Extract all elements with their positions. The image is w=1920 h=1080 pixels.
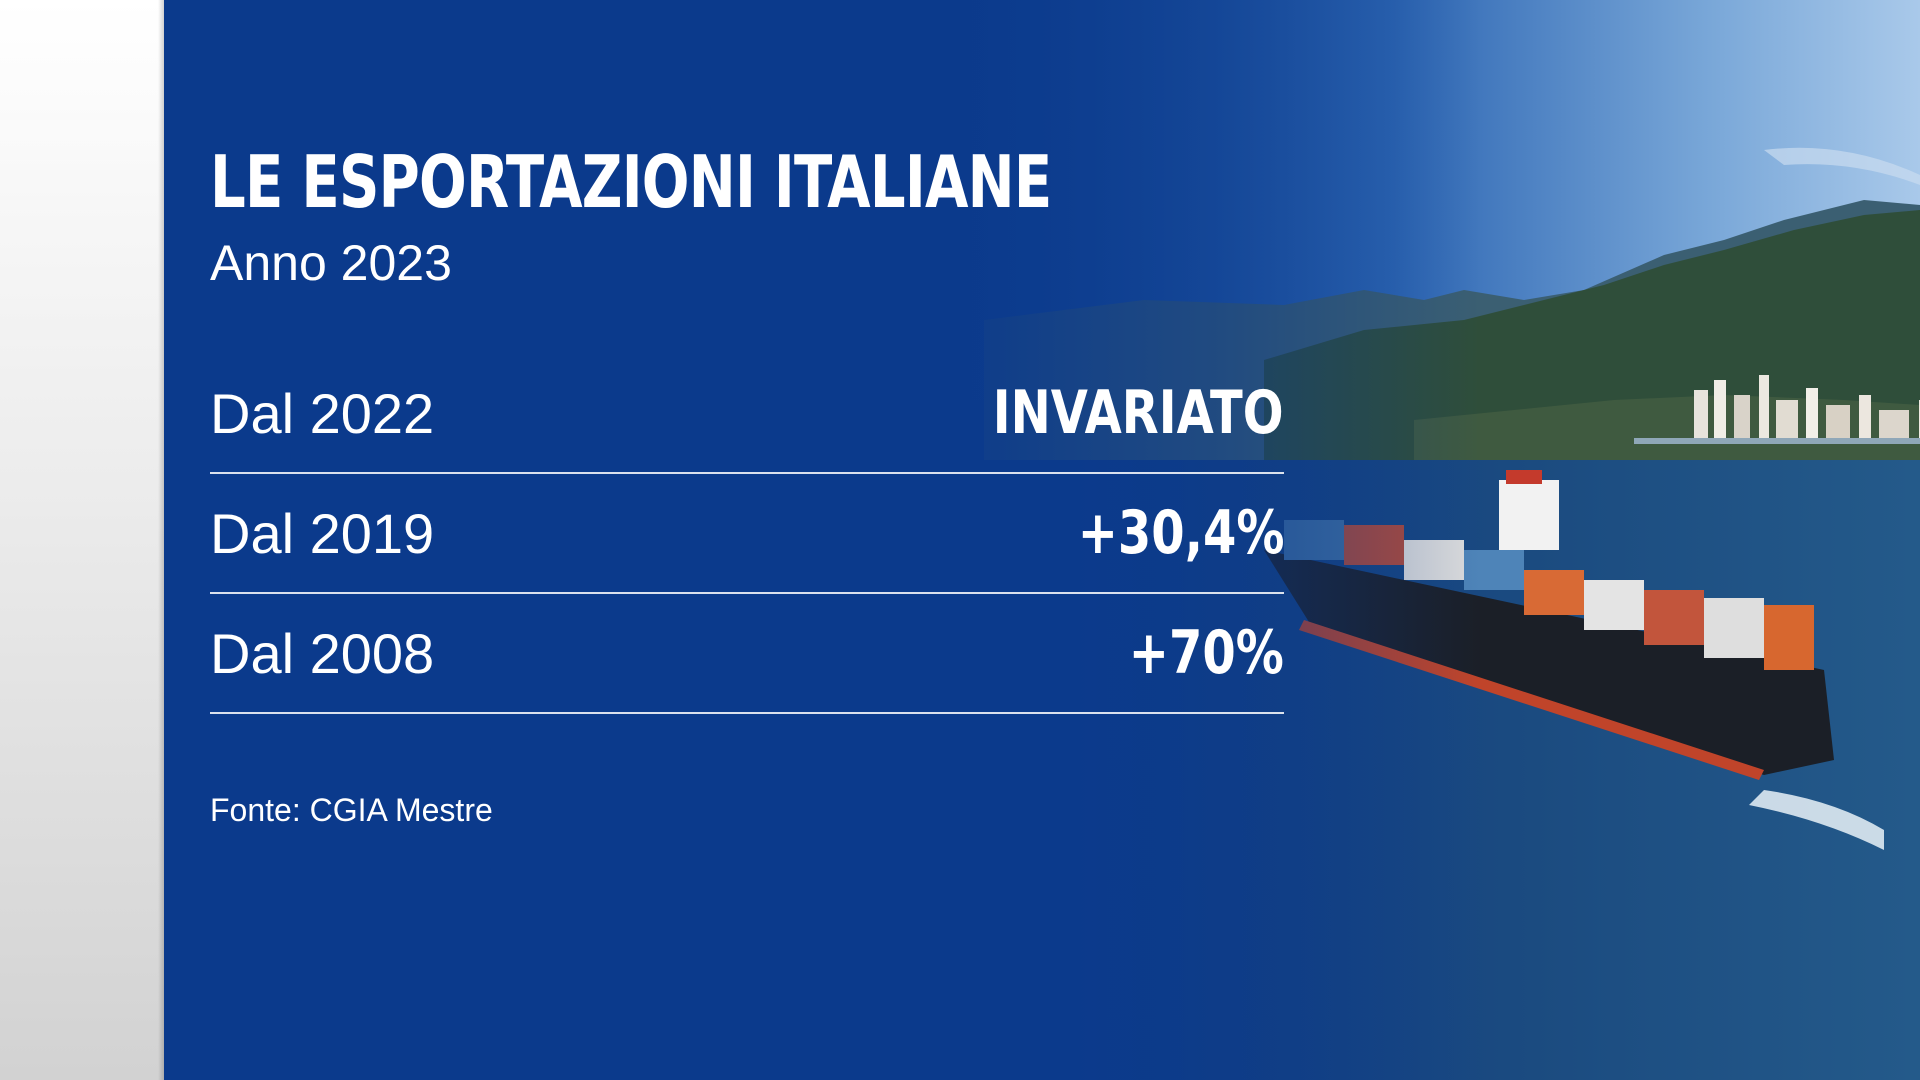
stat-value: INVARIATO [993,378,1284,448]
stat-row-2022: Dal 2022 INVARIATO [210,354,1284,474]
container-ship-photo [164,0,1920,1080]
stat-value: +70% [1128,618,1284,688]
source-credit: Fonte: CGIA Mestre [210,792,493,828]
stat-row-2008: Dal 2008 +70% [210,594,1284,714]
graphic-subtitle: Anno 2023 [210,235,452,291]
stat-value: +30,4% [1077,498,1284,568]
stat-row-2019: Dal 2019 +30,4% [210,474,1284,594]
stats-list: Dal 2022 INVARIATO Dal 2019 +30,4% Dal 2… [210,354,1284,714]
stat-label: Dal 2008 [210,621,435,685]
left-side-strip [0,0,164,1080]
graphic-title: LE ESPORTAZIONI ITALIANE [210,140,1052,224]
graphic-panel: LE ESPORTAZIONI ITALIANE Anno 2023 Dal 2… [164,0,1920,1080]
blue-gradient-overlay [164,0,1920,1080]
stat-label: Dal 2022 [210,381,435,445]
stat-label: Dal 2019 [210,501,435,565]
